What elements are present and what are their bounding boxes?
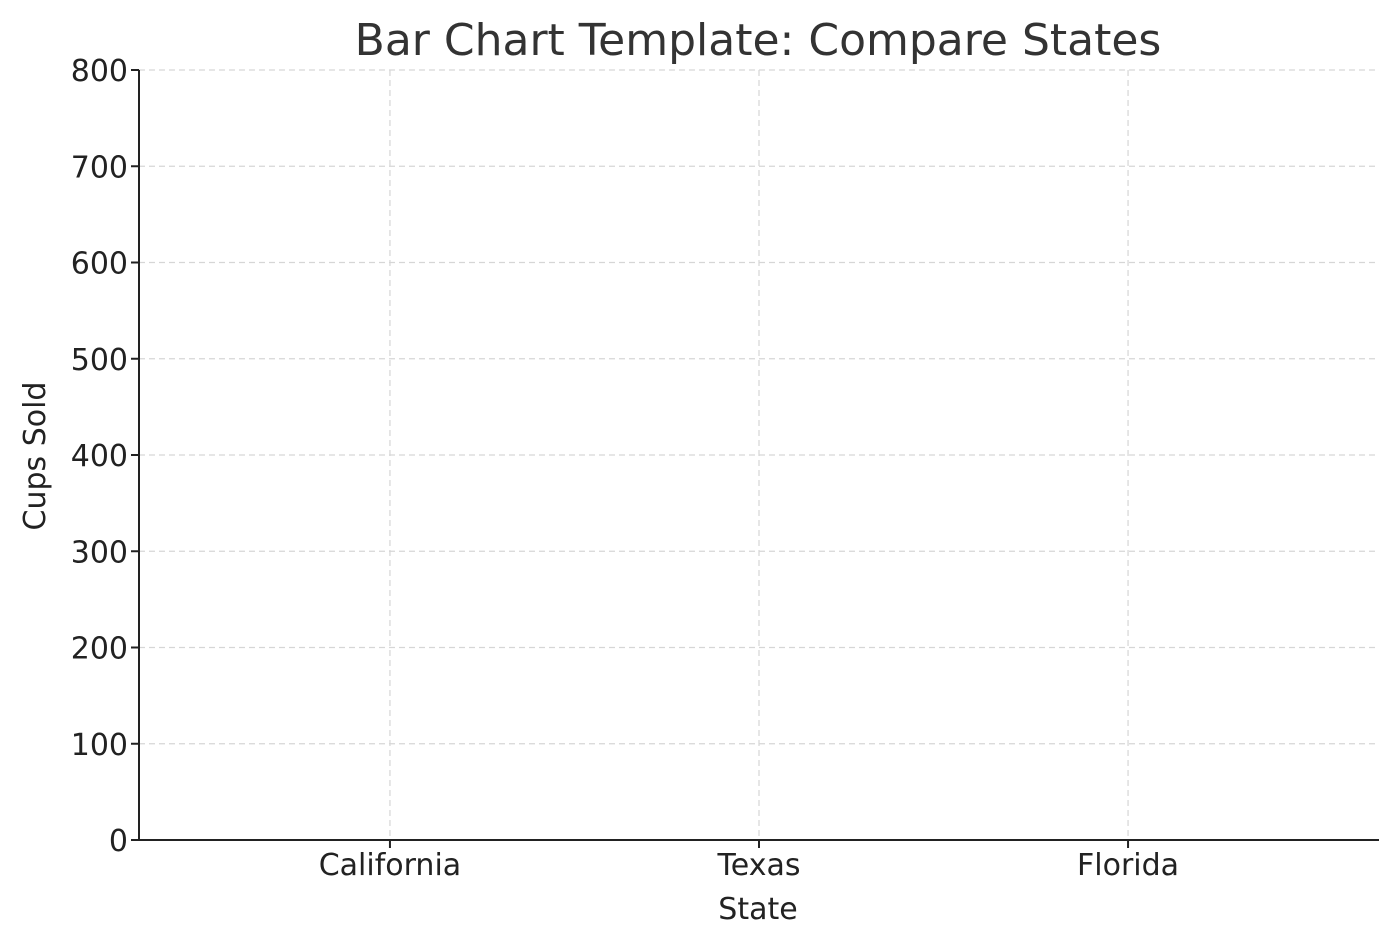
- y-tick-label: 400: [71, 439, 128, 474]
- y-tick-label: 500: [71, 343, 128, 378]
- y-tick-label: 0: [109, 824, 128, 859]
- x-axis-label: State: [718, 892, 797, 927]
- y-tick-label: 200: [71, 632, 128, 667]
- y-axis-label: Cups Sold: [18, 382, 53, 531]
- chart-title: Bar Chart Template: Compare States: [355, 15, 1162, 66]
- y-tick-label: 300: [71, 535, 128, 570]
- y-tick-label: 800: [71, 54, 128, 89]
- x-tick-label: Texas: [717, 848, 801, 883]
- y-tick-label: 600: [71, 247, 128, 282]
- y-tick-label: 700: [71, 150, 128, 185]
- x-tick-label: Florida: [1077, 848, 1179, 883]
- grid-lines: [139, 69, 1379, 841]
- x-tick-label: California: [319, 848, 461, 883]
- x-axis-ticks: California Texas Florida: [319, 840, 1179, 883]
- y-axis-ticks: 0 100 200 300 400 500 600 700 800: [71, 54, 139, 859]
- y-tick-label: 100: [71, 728, 128, 763]
